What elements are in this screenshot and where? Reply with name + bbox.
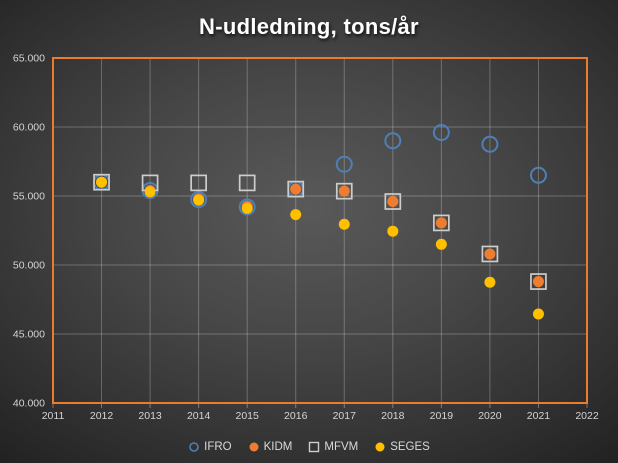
seges-data-point (290, 209, 302, 221)
mfvm-data-point (238, 174, 256, 192)
ifro-data-point (529, 166, 547, 184)
kidm-data-point (484, 248, 496, 260)
seges-data-point (387, 225, 399, 237)
x-axis-label: 2012 (90, 410, 114, 422)
mfvm-data-point (384, 193, 402, 210)
ifro-data-point (238, 198, 256, 216)
mfvm-data-point (190, 174, 207, 192)
x-axis-label: 2020 (478, 410, 502, 422)
seges-data-point (435, 238, 447, 250)
mfvm-data-point (93, 173, 110, 191)
x-axis-label: 2021 (527, 410, 551, 422)
ifro-data-point (432, 124, 450, 142)
x-axis-label: 2019 (430, 410, 454, 422)
x-axis-label: 2022 (575, 410, 599, 422)
seges-data-point (96, 176, 108, 188)
x-axis-label: 2011 (42, 410, 65, 422)
mfvm-data-point (481, 245, 499, 263)
y-axis-label: 55.000 (13, 191, 45, 203)
kidm-data-point (387, 196, 399, 208)
kidm-legend-marker-icon (249, 442, 259, 452)
legend-item-kidm[interactable]: KIDM (248, 441, 293, 453)
legend-label: IFRO (204, 441, 232, 453)
mfvm-data-point (530, 273, 547, 290)
chart-title: N-udledning, tons/år (199, 14, 419, 39)
legend-item-ifro[interactable]: IFRO (188, 441, 232, 453)
kidm-data-point (435, 217, 447, 229)
seges-data-point (144, 186, 156, 198)
seges-data-point (193, 194, 205, 206)
y-axis-label: 60.000 (13, 122, 45, 134)
legend-item-mfvm[interactable]: MFVM (308, 441, 358, 453)
x-axis-label: 2016 (284, 410, 308, 422)
ifro-data-point (335, 155, 353, 173)
ifro-data-point (190, 190, 208, 208)
mfvm-data-point (287, 180, 305, 198)
plot-border (52, 57, 588, 404)
ifro-data-point (384, 132, 402, 150)
legend-label: MFVM (324, 441, 359, 453)
mfvm-data-point (433, 214, 450, 232)
kidm-data-point (532, 276, 544, 288)
x-axis-label: 2018 (381, 410, 405, 422)
y-axis-label: 45.000 (13, 329, 45, 341)
ifro-data-point (481, 135, 499, 153)
legend-label: SEGES (390, 441, 430, 453)
mfvm-legend-marker-icon (309, 441, 320, 453)
kidm-data-point (338, 185, 350, 197)
x-axis-label: 2014 (187, 410, 211, 422)
x-axis-label: 2013 (138, 410, 162, 422)
legend-item-seges[interactable]: SEGES (374, 441, 430, 453)
x-axis-label: 2017 (333, 410, 357, 422)
mfvm-data-point (335, 182, 353, 200)
seges-data-point (484, 276, 496, 288)
y-axis-label: 40.000 (13, 398, 45, 410)
kidm-data-point (290, 183, 302, 195)
ifro-legend-marker-icon (189, 442, 199, 452)
x-axis-label: 2015 (236, 410, 260, 422)
seges-legend-marker-icon (375, 442, 385, 452)
y-axis-label: 65.000 (13, 53, 45, 65)
chart-legend: IFRO KIDM MFVM SEGES (0, 441, 618, 453)
seges-data-point (241, 202, 253, 214)
seges-data-point (532, 308, 544, 320)
seges-data-point (338, 218, 350, 230)
legend-label: KIDM (263, 441, 293, 453)
y-axis-label: 50.000 (13, 260, 45, 272)
